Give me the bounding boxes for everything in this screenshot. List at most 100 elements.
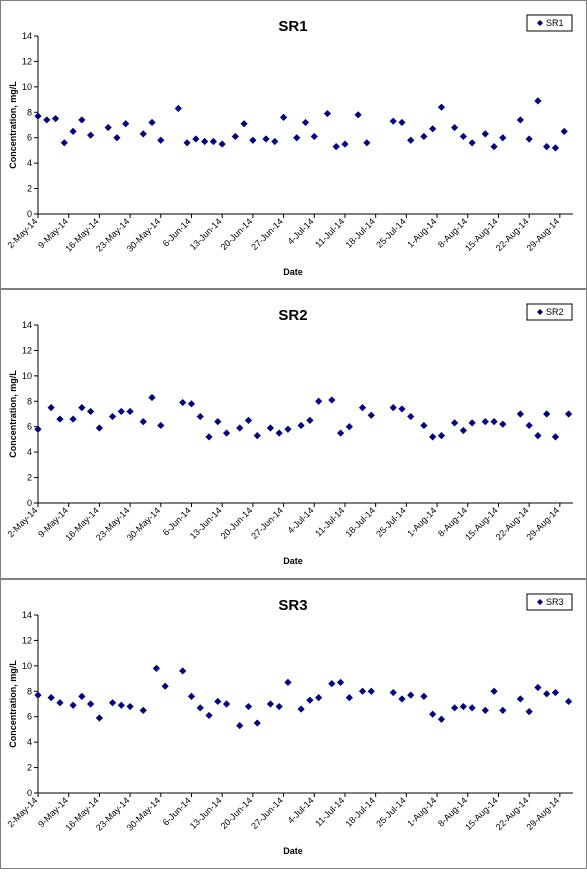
legend: SR2	[526, 303, 573, 321]
data-point	[407, 412, 415, 421]
x-axis-label: Date	[283, 846, 303, 856]
y-tick-label: 12	[22, 635, 32, 645]
data-point	[490, 418, 498, 426]
data-point	[69, 701, 77, 709]
data-point	[420, 421, 428, 430]
data-point	[437, 715, 446, 723]
data-point	[534, 97, 542, 105]
data-point	[468, 704, 476, 712]
data-point	[157, 421, 165, 430]
panel-frame	[0, 0, 587, 289]
data-point	[196, 412, 204, 421]
data-point	[420, 132, 428, 141]
data-point	[481, 706, 489, 714]
y-tick-label: 8	[27, 686, 32, 696]
data-point	[69, 127, 77, 135]
data-point	[358, 404, 367, 412]
y-tick-label: 6	[27, 422, 32, 432]
data-point	[336, 429, 345, 437]
y-tick-label: 8	[27, 107, 32, 117]
data-point	[214, 418, 222, 426]
data-point	[183, 139, 191, 147]
data-point	[34, 112, 42, 120]
data-point	[516, 695, 524, 703]
data-point	[222, 429, 231, 437]
data-point	[429, 125, 437, 133]
data-point	[187, 692, 196, 700]
y-tick-label: 14	[22, 31, 32, 41]
series-sr1	[34, 97, 568, 152]
data-point	[95, 714, 103, 722]
data-point	[47, 404, 55, 412]
y-axis-label: Concentration, mg/L	[8, 370, 18, 458]
data-point	[244, 702, 253, 711]
data-point	[279, 113, 288, 121]
y-tick-label: 10	[22, 82, 32, 92]
series-sr2	[34, 393, 573, 441]
data-point	[214, 697, 222, 706]
data-point	[367, 411, 375, 419]
data-point	[516, 410, 524, 418]
data-point	[108, 699, 117, 707]
legend-marker	[537, 20, 543, 26]
y-tick-label: 0	[27, 498, 32, 508]
y-tick-label: 4	[27, 158, 32, 168]
data-point	[499, 134, 507, 142]
x-axis-label: Date	[283, 267, 303, 277]
data-point	[420, 692, 428, 700]
data-point	[201, 137, 209, 146]
data-point	[126, 407, 134, 416]
data-point	[231, 132, 239, 141]
data-point	[310, 132, 318, 141]
data-point	[398, 405, 406, 413]
data-point	[301, 118, 310, 127]
data-point	[43, 116, 51, 124]
data-point	[551, 688, 560, 697]
data-point	[490, 143, 498, 151]
data-point	[236, 722, 244, 730]
data-point	[222, 700, 231, 708]
data-point	[481, 130, 489, 138]
data-point	[429, 433, 437, 441]
data-point	[34, 691, 42, 699]
legend-box	[526, 303, 573, 321]
data-point	[275, 429, 283, 437]
data-point	[481, 418, 489, 426]
data-point	[468, 419, 476, 427]
data-point	[104, 123, 112, 132]
y-axis-label: Concentration, mg/L	[8, 81, 18, 169]
chart-panel-sr2: SR2 SR2024681012142-May-149-May-1416-May-…	[0, 289, 587, 579]
y-tick-label: 4	[27, 737, 32, 747]
data-point	[534, 683, 542, 692]
data-point	[69, 415, 77, 423]
legend-marker	[537, 599, 543, 605]
data-point	[174, 104, 182, 113]
chart-panel-sr3: SR3 SR3024681012142-May-149-May-1416-May-…	[0, 579, 587, 869]
data-point	[126, 702, 134, 711]
y-tick-label: 2	[27, 763, 32, 773]
y-tick-label: 6	[27, 712, 32, 722]
data-point	[56, 699, 64, 707]
data-point	[499, 420, 507, 428]
data-point	[122, 120, 130, 128]
data-point	[328, 396, 336, 404]
data-point	[161, 682, 169, 690]
legend: SR1	[526, 14, 573, 32]
legend-marker	[537, 309, 543, 315]
data-point	[113, 134, 121, 142]
data-point	[293, 134, 301, 142]
data-point	[218, 140, 226, 148]
data-point	[284, 678, 292, 686]
data-point	[284, 425, 292, 433]
legend-label: SR3	[546, 597, 564, 607]
legend: SR3	[526, 593, 573, 611]
legend-box	[526, 593, 573, 611]
data-point	[196, 704, 204, 712]
data-point	[398, 695, 406, 703]
data-point	[516, 116, 524, 124]
legend-label: SR2	[546, 307, 564, 317]
data-point	[95, 424, 103, 432]
data-point	[345, 694, 353, 702]
data-point	[468, 139, 476, 147]
